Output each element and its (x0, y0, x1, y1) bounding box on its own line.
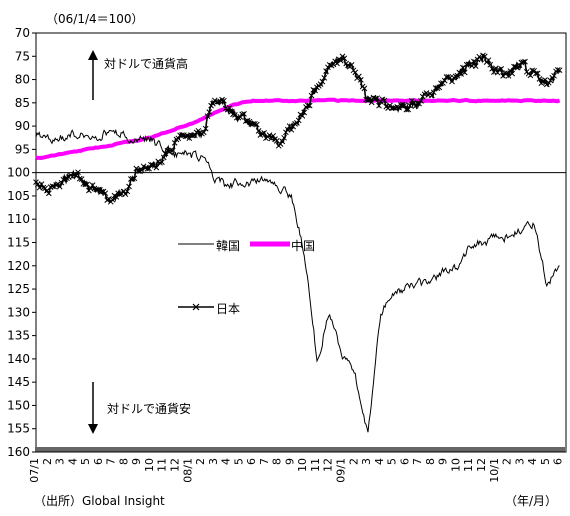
x-tick-label: 3 (54, 458, 67, 465)
y-tick-label: 155 (7, 422, 30, 436)
y-tick-label: 135 (7, 329, 30, 343)
x-tick-label: 7 (258, 458, 271, 465)
x-tick-label: 4 (373, 458, 386, 465)
x-tick-label: 10 (449, 458, 462, 472)
x-tick-label: 4 (526, 458, 539, 465)
y-tick-label: 145 (7, 375, 30, 389)
x-tick-label: 2 (41, 458, 54, 465)
legend-marker-japan (192, 303, 200, 311)
x-tick-label: 5 (539, 458, 552, 465)
y-tick-label: 100 (7, 166, 30, 180)
x-unit-label: （年/月） (505, 494, 558, 508)
y-tick-label: 115 (7, 236, 30, 250)
legend-label-china: 中国 (291, 239, 316, 253)
y-tick-label: 95 (15, 142, 30, 156)
arrow-down-head (88, 424, 98, 434)
legend-label-korea: 韓国 (216, 239, 241, 253)
series-markers-japan (33, 52, 563, 205)
x-tick-label: 07/1 (28, 458, 41, 483)
x-tick-label: 6 (245, 458, 258, 465)
x-tick-label: 5 (79, 458, 92, 465)
y-tick-label: 130 (7, 305, 30, 319)
axes: 7075808590951001051101151201251301351401… (7, 26, 567, 483)
annotation-down: 対ドルで通貨安 (107, 402, 192, 416)
x-tick-label: 6 (92, 458, 105, 465)
x-tick-label: 9 (130, 458, 143, 465)
x-tick-label: 11 (156, 458, 169, 472)
x-tick-label: 10 (296, 458, 309, 472)
x-tick-label: 5 (232, 458, 245, 465)
y-tick-label: 80 (15, 73, 30, 87)
y-tick-label: 140 (7, 352, 30, 366)
legend-label-japan: 日本 (216, 302, 241, 316)
x-tick-label: 2 (347, 458, 360, 465)
y-tick-label: 120 (7, 259, 30, 273)
y-tick-label: 160 (7, 445, 30, 459)
series-line-korea (35, 128, 560, 433)
x-tick-label: 7 (411, 458, 424, 465)
x-tick-label: 10/1 (488, 458, 501, 483)
x-tick-label: 6 (552, 458, 565, 465)
x-tick-label: 3 (513, 458, 526, 465)
x-tick-label: 8 (271, 458, 284, 465)
x-tick-label: 3 (207, 458, 220, 465)
x-tick-label: 5 (386, 458, 399, 465)
y-tick-label: 90 (15, 119, 30, 133)
x-tick-label: 12 (322, 458, 335, 472)
y-tick-label: 125 (7, 282, 30, 296)
series-line-japan (35, 54, 561, 203)
x-tick-label: 11 (309, 458, 322, 472)
y-tick-label: 105 (7, 189, 30, 203)
y-tick-label: 70 (15, 26, 30, 40)
x-tick-label: 2 (194, 458, 207, 465)
y-tick-label: 85 (15, 96, 30, 110)
x-tick-label: 12 (475, 458, 488, 472)
x-tick-label: 9 (437, 458, 450, 465)
x-tick-label: 8 (117, 458, 130, 465)
arrow-up-head (88, 50, 98, 60)
unit-note: （06/1/4＝100） (46, 12, 144, 26)
y-tick-label: 110 (7, 212, 30, 226)
source-note: （出所）Global Insight (34, 494, 165, 508)
annotation-up: 対ドルで通貨高 (104, 57, 189, 71)
x-tick-label: 08/1 (181, 458, 194, 483)
series-line-china (35, 97, 561, 161)
x-tick-label: 11 (462, 458, 475, 472)
x-tick-label: 09/1 (335, 458, 348, 483)
x-tick-label: 7 (105, 458, 118, 465)
x-tick-label: 2 (501, 458, 514, 465)
x-tick-label: 4 (66, 458, 79, 465)
x-tick-label: 10 (143, 458, 156, 472)
x-tick-label: 8 (424, 458, 437, 465)
x-tick-label: 3 (360, 458, 373, 465)
x-tick-label: 12 (168, 458, 181, 472)
series-layer (33, 52, 563, 433)
x-tick-label: 9 (283, 458, 296, 465)
y-tick-label: 75 (15, 49, 30, 63)
y-tick-label: 150 (7, 398, 30, 412)
x-tick-label: 6 (398, 458, 411, 465)
x-tick-label: 4 (220, 458, 233, 465)
legend (178, 241, 290, 311)
